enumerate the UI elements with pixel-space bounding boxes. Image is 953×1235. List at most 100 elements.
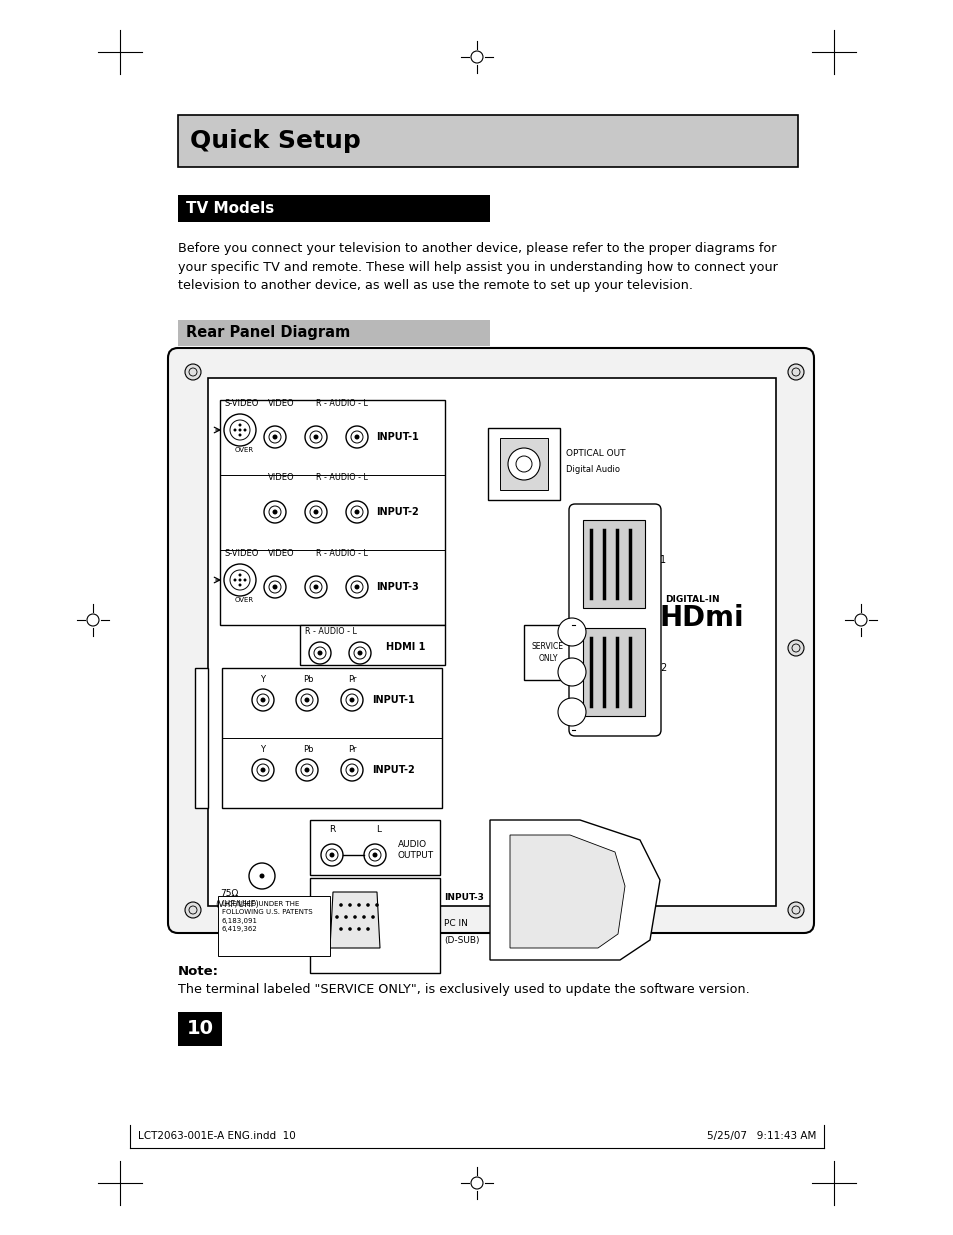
Text: PC IN: PC IN (443, 919, 467, 927)
Circle shape (340, 689, 363, 711)
Circle shape (320, 844, 343, 866)
Text: Before you connect your television to another device, please refer to the proper: Before you connect your television to an… (178, 242, 777, 291)
Circle shape (238, 573, 241, 577)
Circle shape (355, 435, 359, 440)
Circle shape (238, 583, 241, 587)
Text: OVER: OVER (234, 597, 253, 603)
Circle shape (787, 902, 803, 918)
Circle shape (264, 501, 286, 522)
Bar (488, 429, 559, 500)
Text: Pb: Pb (303, 676, 314, 684)
Text: VIDEO: VIDEO (268, 399, 294, 409)
Circle shape (787, 640, 803, 656)
Circle shape (273, 510, 277, 515)
Circle shape (273, 435, 277, 440)
Circle shape (344, 915, 348, 919)
Circle shape (353, 915, 356, 919)
Circle shape (372, 852, 377, 857)
Circle shape (252, 760, 274, 781)
Polygon shape (510, 835, 624, 948)
Circle shape (253, 868, 270, 884)
Circle shape (366, 903, 370, 906)
Circle shape (314, 435, 318, 440)
Text: (VHF/UHF): (VHF/UHF) (214, 900, 258, 909)
Text: L: L (375, 825, 380, 835)
Circle shape (259, 873, 264, 878)
FancyBboxPatch shape (168, 348, 813, 932)
Text: LCT2063-001E-A ENG.indd  10: LCT2063-001E-A ENG.indd 10 (138, 1131, 295, 1141)
Circle shape (356, 903, 360, 906)
Circle shape (305, 426, 327, 448)
Circle shape (238, 429, 241, 431)
Polygon shape (194, 668, 208, 808)
Circle shape (249, 863, 274, 889)
Text: AUDIO
OUTPUT: AUDIO OUTPUT (397, 840, 434, 860)
Text: HDMI 1: HDMI 1 (386, 642, 425, 652)
Circle shape (355, 584, 359, 589)
Bar (220, 400, 444, 625)
Circle shape (335, 915, 338, 919)
Text: OVER: OVER (234, 447, 253, 453)
Circle shape (295, 760, 317, 781)
Circle shape (371, 915, 375, 919)
Bar (178, 1011, 222, 1046)
Polygon shape (490, 820, 659, 960)
Circle shape (264, 576, 286, 598)
Text: Pb: Pb (303, 746, 314, 755)
Text: 2: 2 (659, 663, 665, 673)
Circle shape (305, 576, 327, 598)
Circle shape (185, 364, 201, 380)
Bar (178, 195, 490, 222)
Text: Digital Audio: Digital Audio (565, 466, 619, 474)
Text: Note:: Note: (178, 965, 219, 978)
Text: R - AUDIO - L: R - AUDIO - L (315, 473, 368, 483)
Text: VIDEO: VIDEO (268, 548, 294, 557)
Circle shape (233, 578, 236, 582)
Circle shape (346, 426, 368, 448)
Circle shape (260, 698, 265, 703)
Text: SERVICE
ONLY: SERVICE ONLY (532, 642, 563, 662)
Circle shape (252, 689, 274, 711)
Text: INPUT-2: INPUT-2 (372, 764, 415, 776)
Circle shape (238, 424, 241, 426)
Circle shape (787, 364, 803, 380)
Bar (222, 668, 441, 808)
Circle shape (314, 584, 318, 589)
Circle shape (375, 903, 378, 906)
Text: Pr: Pr (348, 746, 356, 755)
Text: R: R (329, 825, 335, 835)
Text: 1: 1 (659, 555, 665, 564)
Circle shape (349, 767, 355, 773)
Circle shape (224, 564, 255, 597)
Circle shape (243, 429, 246, 431)
Text: OPTICAL OUT: OPTICAL OUT (565, 450, 625, 458)
Text: (D-SUB): (D-SUB) (443, 935, 479, 945)
Text: Quick Setup: Quick Setup (190, 128, 360, 153)
Bar (523, 625, 572, 680)
Text: HDmi: HDmi (659, 604, 744, 632)
Text: R - AUDIO - L: R - AUDIO - L (315, 548, 368, 557)
Circle shape (346, 501, 368, 522)
Circle shape (243, 578, 246, 582)
Circle shape (507, 448, 539, 480)
Circle shape (185, 902, 201, 918)
Circle shape (346, 576, 368, 598)
Bar (299, 625, 444, 664)
Text: INPUT-3: INPUT-3 (443, 893, 483, 903)
Text: DIGITAL-IN: DIGITAL-IN (664, 595, 719, 604)
Bar (208, 378, 775, 906)
Bar (582, 629, 644, 716)
Circle shape (348, 903, 352, 906)
Text: INPUT-1: INPUT-1 (372, 695, 415, 705)
Circle shape (329, 852, 335, 857)
Text: S-VIDEO: S-VIDEO (225, 548, 259, 557)
Bar (178, 115, 797, 167)
Circle shape (558, 618, 585, 646)
Circle shape (339, 927, 342, 931)
Circle shape (558, 698, 585, 726)
Circle shape (349, 698, 355, 703)
Text: TV Models: TV Models (186, 201, 274, 216)
Text: Rear Panel Diagram: Rear Panel Diagram (186, 326, 350, 341)
Circle shape (264, 426, 286, 448)
Circle shape (362, 915, 365, 919)
